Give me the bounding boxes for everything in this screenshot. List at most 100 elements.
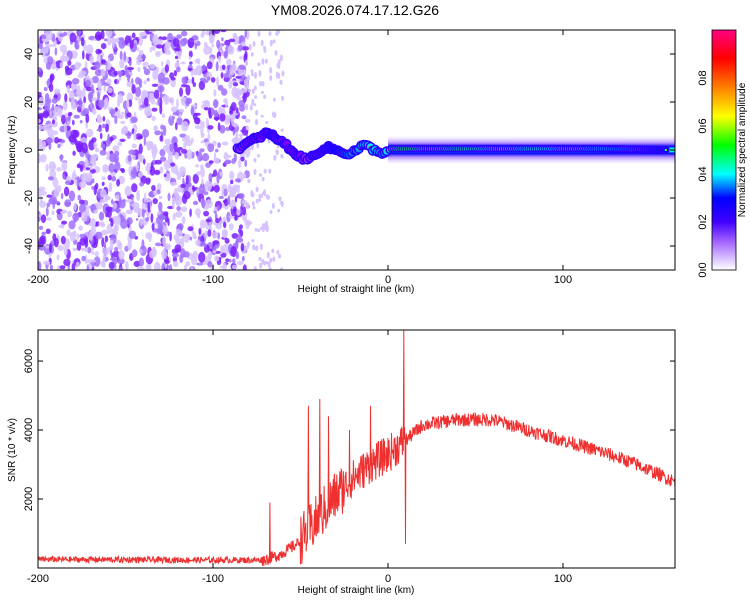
noise-speck: [169, 143, 174, 152]
noise-speck: [190, 106, 195, 116]
y-tick-label: 6000: [23, 349, 35, 373]
noise-speck: [120, 120, 126, 125]
noise-speck: [179, 166, 187, 176]
noise-speck: [53, 187, 60, 198]
noise-speck: [267, 261, 271, 268]
noise-speck: [229, 170, 235, 180]
noise-speck: [66, 229, 71, 237]
noise-speck: [235, 251, 240, 260]
noise-speck: [118, 37, 125, 41]
noise-speck: [44, 93, 50, 102]
noise-speck: [64, 199, 72, 208]
spectrogram-panel: -200 -100 0 100 40 20 0 -20 -40 Height of strai…: [7, 29, 676, 295]
noise-speck: [88, 172, 93, 180]
noise-speck: [174, 244, 182, 253]
noise-speck: [72, 150, 76, 156]
noise-speck: [76, 176, 80, 187]
noise-speck: [164, 259, 170, 264]
noise-speck: [233, 137, 237, 145]
noise-speck: [217, 205, 220, 210]
noise-speck: [245, 118, 251, 123]
noise-speck: [251, 239, 255, 243]
noise-speck: [200, 132, 205, 138]
noise-speck: [238, 228, 242, 234]
noise-speck: [198, 185, 206, 195]
noise-speck: [157, 223, 163, 229]
noise-speck: [97, 49, 103, 53]
noise-speck: [38, 107, 42, 111]
noise-speck: [162, 225, 169, 235]
noise-speck: [252, 41, 256, 47]
noise-speck: [183, 264, 188, 270]
noise-speck: [168, 264, 173, 270]
noise-speck: [250, 69, 254, 74]
noise-speck: [124, 185, 132, 197]
noise-speck: [142, 129, 150, 138]
noise-speck: [101, 176, 106, 180]
noise-speck: [112, 256, 119, 265]
noise-speck: [171, 198, 175, 209]
noise-speck: [82, 87, 86, 98]
noise-speck: [131, 32, 136, 39]
noise-speck: [247, 74, 250, 81]
noise-speck: [231, 233, 239, 239]
noise-speck: [242, 264, 247, 270]
y-tick-label: 40: [23, 48, 35, 60]
noise-speck: [91, 84, 94, 93]
noise-speck: [118, 38, 126, 49]
noise-speck: [227, 45, 235, 55]
noise-speck: [152, 69, 159, 80]
noise-speck: [138, 257, 144, 267]
noise-speck: [109, 152, 117, 163]
noise-speck: [71, 263, 75, 270]
noise-speck: [126, 66, 134, 71]
noise-speck: [261, 258, 265, 265]
noise-speck: [231, 86, 238, 98]
noise-speck: [280, 267, 284, 270]
noise-speck: [100, 68, 106, 77]
noise-speck: [245, 125, 249, 131]
noise-speck: [130, 205, 133, 210]
noise-speck: [116, 179, 121, 187]
noise-speck: [279, 201, 283, 205]
noise-speck: [207, 133, 211, 141]
noise-speck: [65, 180, 71, 185]
noise-speck: [132, 166, 137, 176]
noise-speck: [105, 156, 110, 160]
noise-speck: [222, 262, 227, 270]
noise-speck: [42, 140, 47, 150]
y-tick-label: 0: [23, 147, 35, 153]
noise-speck: [203, 242, 207, 248]
noise-speck: [83, 96, 86, 104]
noise-speck: [161, 249, 168, 260]
noise-speck: [194, 117, 201, 125]
noise-speck: [269, 75, 273, 81]
noise-speck: [57, 245, 65, 251]
noise-speck: [114, 246, 119, 252]
noise-speck: [38, 152, 41, 163]
noise-speck: [234, 196, 238, 203]
noise-speck: [63, 258, 71, 267]
noise-speck: [153, 89, 160, 100]
noise-speck: [114, 79, 117, 84]
noise-speck: [220, 72, 224, 79]
noise-speck: [66, 84, 70, 94]
noise-speck: [179, 254, 184, 264]
noise-speck: [236, 107, 239, 114]
noise-speck: [154, 125, 159, 130]
noise-speck: [91, 137, 97, 143]
noise-speck: [250, 190, 254, 198]
noise-speck: [180, 61, 186, 65]
noise-speck: [107, 133, 110, 144]
noise-speck: [180, 38, 187, 47]
noise-speck: [59, 61, 64, 69]
noise-speck: [152, 198, 158, 205]
noise-speck: [236, 96, 242, 101]
noise-speck: [217, 142, 221, 149]
noise-speck: [109, 108, 116, 115]
noise-speck: [43, 57, 49, 64]
noise-speck: [58, 224, 65, 228]
noise-speck: [203, 107, 209, 111]
noise-speck: [136, 267, 145, 270]
noise-speck: [63, 186, 70, 197]
